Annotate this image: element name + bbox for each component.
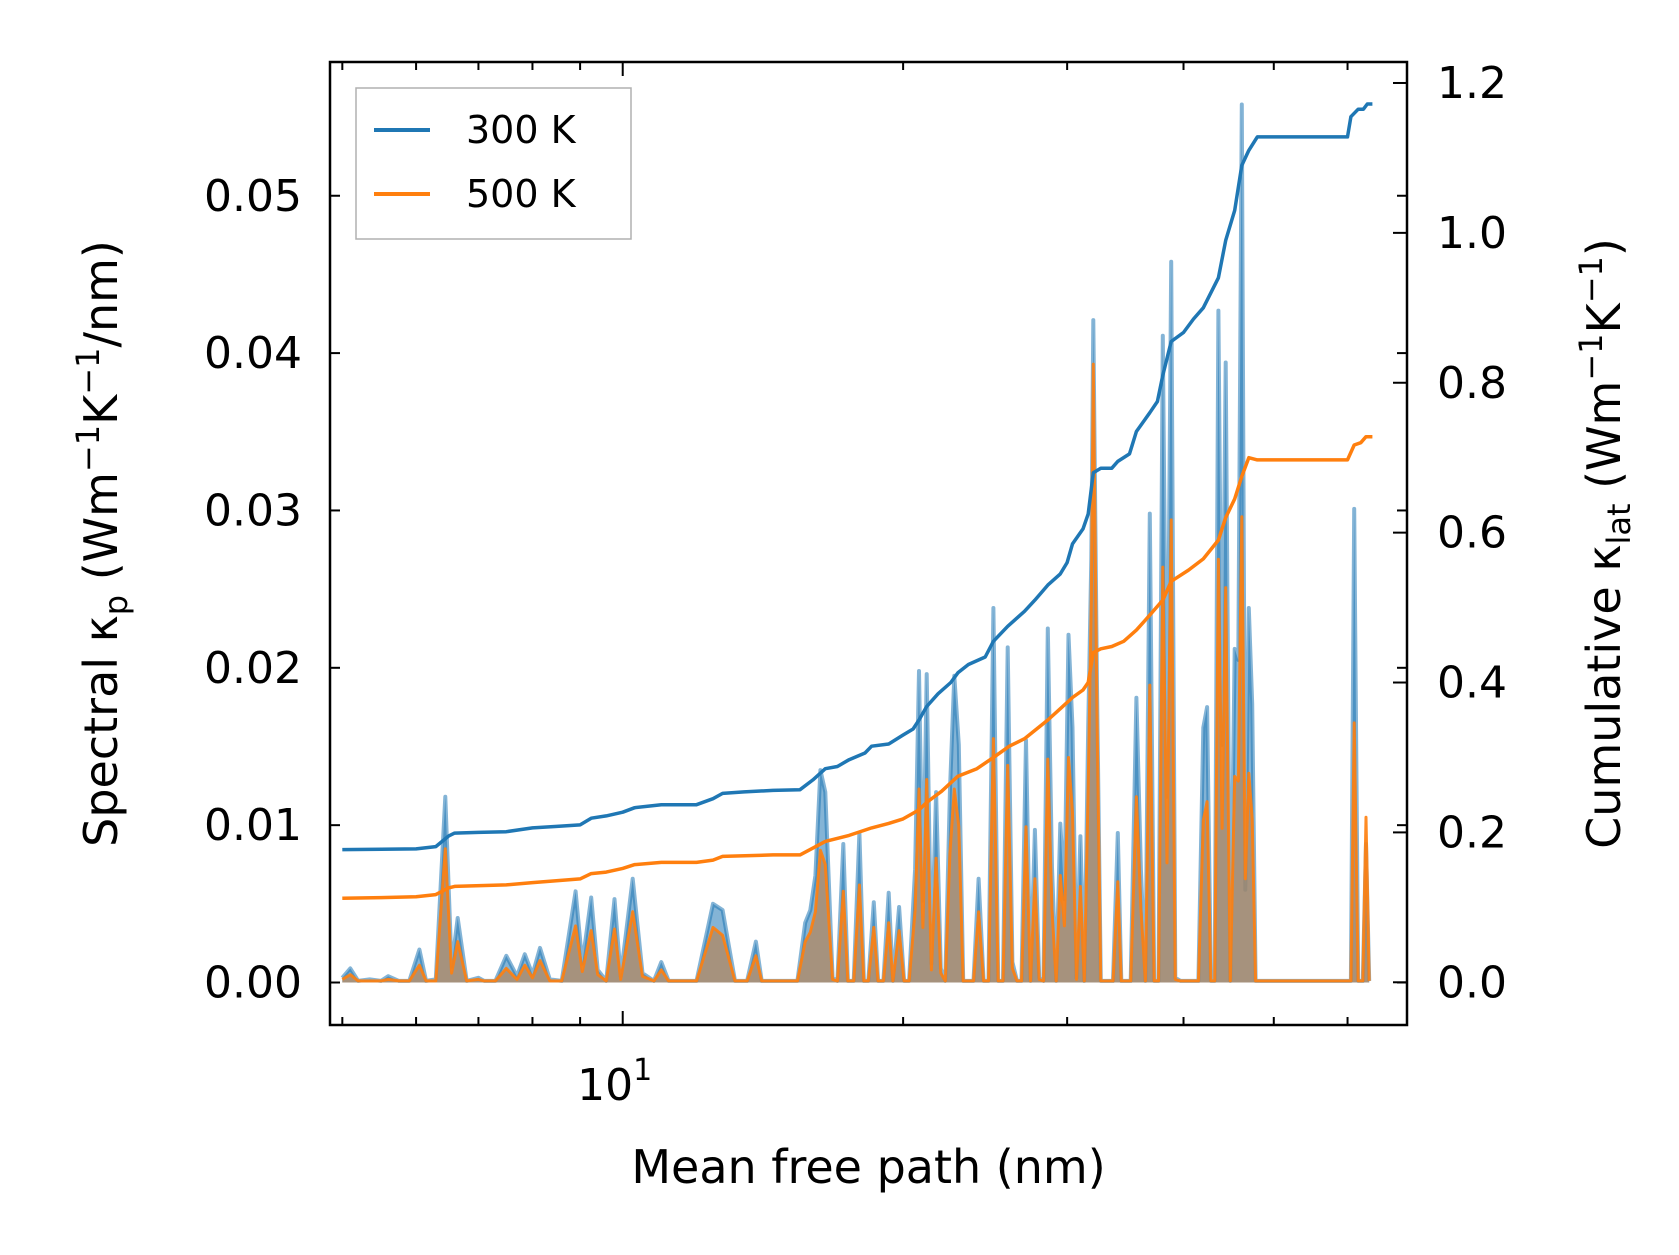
axis-title-part: K	[74, 393, 128, 425]
plot-frame	[328, 60, 1409, 1027]
axis-title-part: Cumulative κ	[1577, 545, 1631, 849]
axis-title-part: )	[1577, 238, 1631, 256]
axis-title-part: K	[1577, 301, 1631, 333]
right-tick-label: 1.2	[1437, 58, 1507, 109]
axis-title-part: lat	[1600, 504, 1638, 545]
axis-title-part: Spectral κ	[74, 615, 128, 847]
axis-title-part: p	[97, 595, 135, 615]
legend: 300 K 500 K	[355, 87, 632, 240]
legend-label-300k: 300 K	[466, 108, 577, 152]
legend-label-500k: 500 K	[466, 172, 577, 216]
axis-title-part: (Wm	[74, 472, 128, 595]
left-tick-label: 0.04	[204, 328, 302, 379]
axis-title-part: /nm)	[74, 240, 128, 347]
axis-title-part: −1	[69, 348, 107, 395]
right-tick-label: 0.4	[1437, 658, 1507, 709]
right-tick-label: 0.0	[1437, 957, 1507, 1008]
x-tick-label: 101	[577, 1053, 652, 1111]
right-tick-label: 0.8	[1437, 358, 1507, 409]
axis-title-part: −1	[69, 425, 107, 472]
left-tick-label: 0.03	[204, 485, 302, 536]
spectral-layer	[340, 102, 1372, 983]
axis-titles: Mean free path (nm)Spectral κp (Wm−1K−1/…	[69, 238, 1638, 1194]
x-axis-title: Mean free path (nm)	[631, 1140, 1105, 1194]
tick-layer: 0.00 0.01 0.02 0.03 0.04 0.05 0.0 0.2 0.4 0.6 0.8 1…	[204, 58, 1507, 1111]
cumulative-line-300k	[342, 102, 1373, 852]
axis-title-part: −1	[1572, 333, 1610, 380]
right-tick-label: 1.0	[1437, 208, 1507, 259]
left-tick-label: 0.01	[204, 800, 302, 851]
right-tick-label: 0.2	[1437, 807, 1507, 858]
legend-box	[355, 87, 632, 240]
right-axis-title: Cumulative κlat (Wm−1K−1)	[1572, 238, 1638, 849]
axis-title-part: −1	[1572, 256, 1610, 303]
spectral-line-500k	[341, 362, 1371, 983]
left-tick-label: 0.02	[204, 643, 302, 694]
axis-title-part: (Wm	[1577, 381, 1631, 504]
left-tick-label: 0.00	[204, 958, 302, 1009]
x-tick-label-exponent: 1	[633, 1053, 652, 1088]
cumulative-layer	[342, 102, 1373, 901]
left-axis-title: Spectral κp (Wm−1K−1/nm)	[69, 240, 135, 847]
cumulative-line-500k	[342, 434, 1373, 901]
left-tick-label: 0.05	[204, 171, 302, 222]
right-tick-label: 0.6	[1437, 508, 1507, 559]
